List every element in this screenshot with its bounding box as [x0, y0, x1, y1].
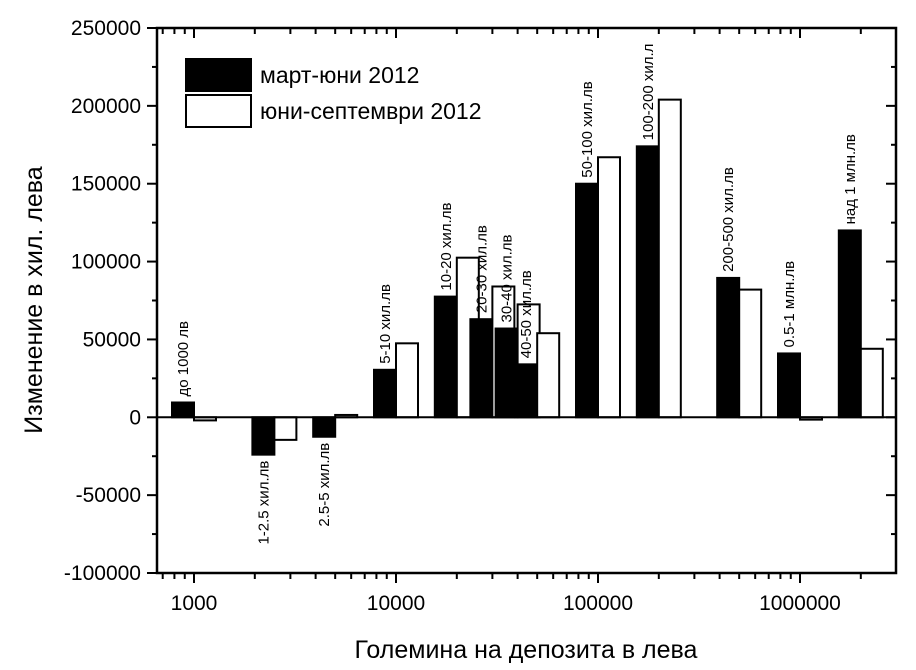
legend-label-series-1: март-юни 2012	[260, 62, 419, 88]
category-label: 40-50 хил.лв	[518, 270, 535, 358]
category-label: 50-100 хил.лв	[579, 81, 596, 177]
bar-series-1-1	[251, 416, 276, 456]
y-tick-label: 250000	[71, 17, 141, 40]
y-tick-label: 150000	[71, 173, 141, 196]
y-tick-label: 0	[129, 406, 141, 429]
category-label: над 1 млн.лв	[842, 134, 859, 224]
legend-swatch-series-2	[185, 94, 252, 128]
y-axis-title: Изменение в хил. лева	[20, 166, 48, 434]
x-tick-label: 10000	[367, 592, 425, 615]
bar-series-1-11	[777, 352, 801, 419]
bar-series-1-5	[469, 318, 494, 419]
bar-series-2-10	[738, 288, 763, 419]
category-label: 0.5-1 млн.лв	[781, 261, 798, 348]
x-axis-title: Големина на депозита в лева	[355, 636, 698, 664]
category-label: 2.5-5 хил.лв	[316, 443, 333, 527]
bar-series-2-12	[859, 347, 884, 419]
bar-series-1-10	[716, 276, 741, 419]
category-label: 30-40 хил.лв	[499, 234, 516, 322]
y-tick-label: 200000	[71, 95, 141, 118]
bar-series-1-0	[171, 401, 195, 419]
category-label: 200-500 хил.лв	[720, 167, 737, 272]
y-tick-label: 100000	[71, 251, 141, 274]
legend-label-series-2: юни-септември 2012	[260, 98, 482, 124]
category-label: 20-30 хил.лв	[473, 225, 490, 313]
legend: март-юни 2012 юни-септември 2012	[185, 58, 482, 128]
bar-series-1-8	[575, 182, 599, 419]
category-label: до 1000 лв	[175, 321, 192, 397]
y-tick-label: -50000	[76, 484, 141, 507]
category-label: 10-20 хил.лв	[438, 203, 455, 291]
x-tick-label: 1000000	[759, 592, 841, 615]
bar-series-1-3	[373, 368, 397, 419]
bar-series-2-8	[597, 156, 621, 419]
bar-series-1-2	[312, 416, 337, 438]
bar-series-1-12	[837, 229, 862, 419]
category-label: 100-200 хил.л	[640, 44, 657, 141]
x-tick-label: 100000	[563, 592, 633, 615]
bar-labels-layer: до 1000 лв 1-2.5 хил.лв 2.5-5 хил.лв 5-10 х…	[175, 44, 859, 545]
bar-series-2-9	[657, 98, 682, 419]
y-tick-label: 50000	[83, 328, 141, 351]
y-tick-label: -100000	[64, 562, 141, 585]
bar-series-2-7	[536, 332, 561, 419]
bars-layer	[171, 98, 884, 456]
bar-series-1-7	[514, 363, 539, 419]
category-label: 1-2.5 хил.лв	[255, 461, 272, 545]
bar-series-2-1	[273, 416, 298, 441]
bar-series-1-9	[635, 145, 660, 419]
bar-series-2-3	[395, 342, 419, 419]
bar-series-1-4	[433, 295, 458, 419]
x-tick-label: 1000	[171, 592, 218, 615]
axes-layer: -100000 -50000 0 50000 100000 150000 200000 250…	[64, 17, 898, 615]
category-label: 5-10 хил.лв	[377, 284, 394, 364]
legend-swatch-series-1	[185, 58, 252, 92]
